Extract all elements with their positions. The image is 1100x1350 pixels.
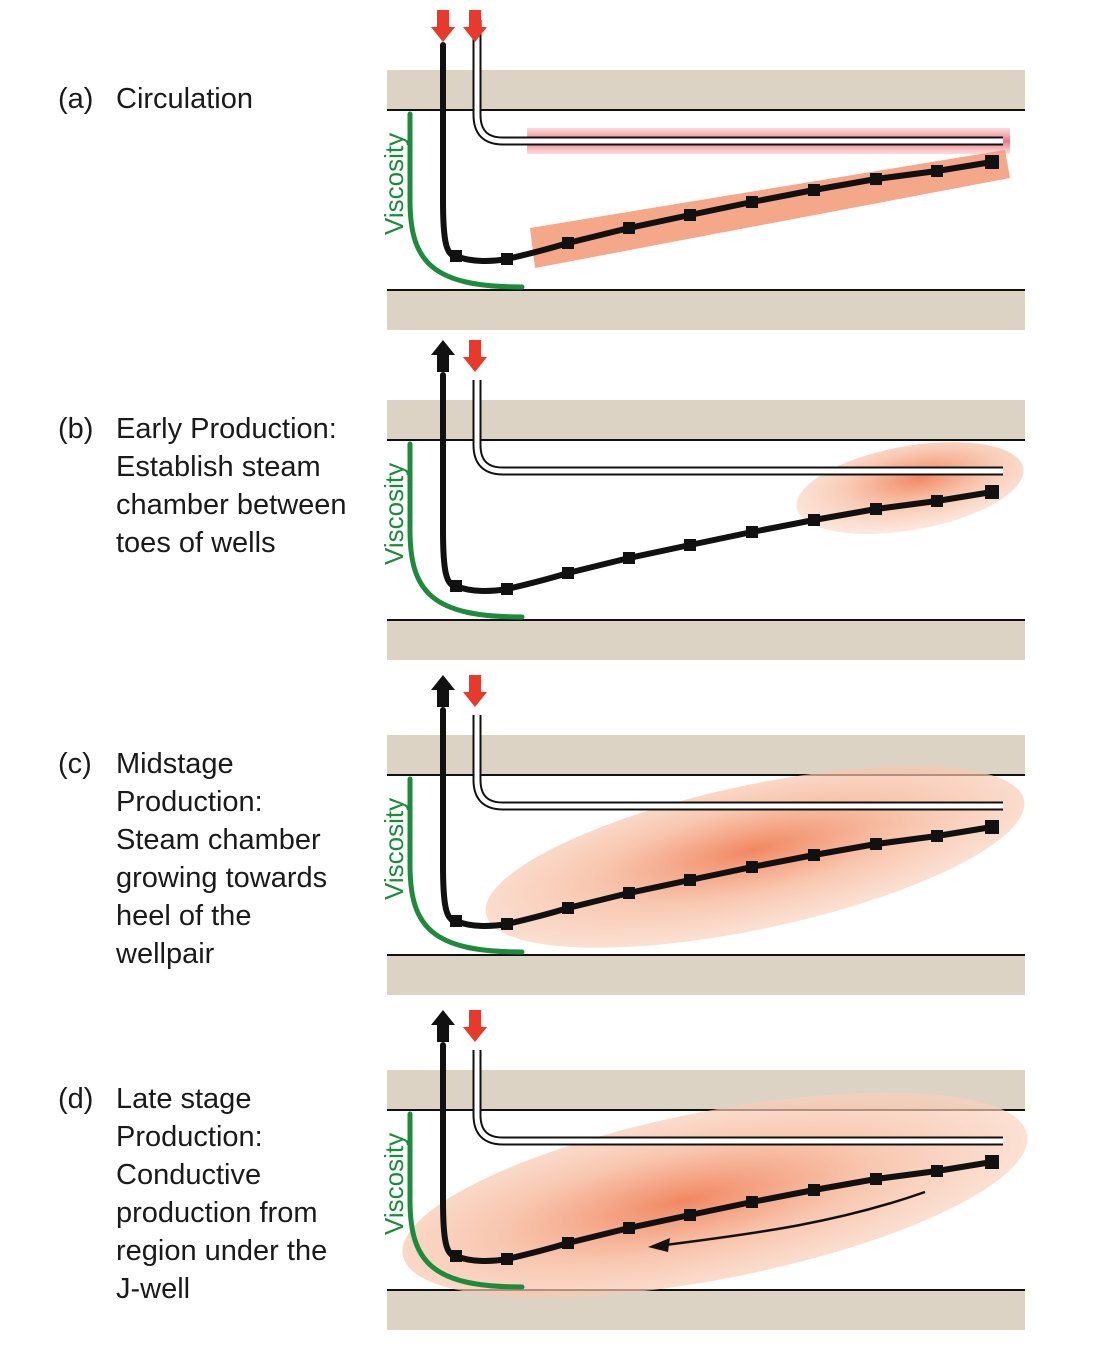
basement-layer <box>387 620 1025 660</box>
panel-tag: (b) <box>58 413 94 445</box>
basement-layer <box>387 955 1025 995</box>
producer-liner-nodes <box>450 1155 999 1265</box>
liner-node <box>870 838 882 850</box>
liner-node <box>870 503 882 515</box>
panel-graphic: Viscosity <box>379 10 1025 330</box>
panel-tag: (a) <box>58 83 94 115</box>
liner-node <box>562 902 574 914</box>
flow-arrowhead-icon <box>648 1238 670 1252</box>
liner-node <box>562 237 574 249</box>
liner-node <box>450 250 462 262</box>
arrow-down-icon <box>463 1010 487 1042</box>
liner-node <box>684 209 696 221</box>
panel-late-stage-production: (d) Late stage Production: Conductive pr… <box>0 1000 1100 1330</box>
arrow-down-icon <box>463 10 487 42</box>
arrow-up-icon <box>431 675 455 707</box>
liner-node <box>501 253 513 265</box>
basement-layer <box>387 1290 1025 1330</box>
panel-early-production: (b) Early Production: Establish steam ch… <box>0 330 1100 660</box>
viscosity-label: Viscosity <box>379 463 409 565</box>
liner-node <box>623 1222 635 1234</box>
liner-node <box>985 155 999 169</box>
panel-title: Circulation <box>116 83 253 115</box>
liner-node <box>746 1196 758 1208</box>
panel-label: (c) Midstage Production: Steam chamber g… <box>58 745 366 973</box>
arrow-down-icon <box>431 10 455 42</box>
viscosity-curve <box>407 441 525 620</box>
liner-node <box>450 580 462 592</box>
viscosity-label: Viscosity <box>379 133 409 235</box>
panel-tag: (d) <box>58 1083 94 1115</box>
caprock-layer <box>387 70 1025 110</box>
caprock-layer <box>387 400 1025 440</box>
liner-node <box>870 173 882 185</box>
producer-well <box>440 707 995 929</box>
producer-well <box>440 42 995 264</box>
arrow-down-icon <box>463 675 487 707</box>
liner-node <box>808 1184 820 1196</box>
arrow-down-icon <box>463 340 487 372</box>
liner-node <box>623 222 635 234</box>
producer-well <box>440 372 995 594</box>
injector-well-bore <box>474 20 1003 144</box>
liner-node <box>808 849 820 861</box>
producer-liner-nodes <box>450 155 999 265</box>
liner-node <box>808 184 820 196</box>
basement-layer <box>387 290 1025 330</box>
injector-well-bore <box>474 1050 1003 1144</box>
panel-label: (b) Early Production: Establish steam ch… <box>58 410 366 562</box>
liner-node <box>985 485 999 499</box>
liner-node <box>931 165 943 177</box>
viscosity-curve <box>407 776 525 955</box>
injector-well-bore <box>474 715 1003 809</box>
liner-node <box>746 861 758 873</box>
liner-node <box>450 1250 462 1262</box>
liner-node <box>931 1165 943 1177</box>
panel-title: Late stage Production: Conductive produc… <box>116 1083 328 1305</box>
liner-node <box>985 820 999 834</box>
liner-node <box>684 539 696 551</box>
liner-node <box>623 552 635 564</box>
arrow-up-icon <box>431 1010 455 1042</box>
panel-tag: (c) <box>58 748 92 780</box>
liner-node <box>746 196 758 208</box>
panel-title: Midstage Production: Steam chamber growi… <box>116 748 328 970</box>
liner-node <box>501 918 513 930</box>
liner-node <box>562 1237 574 1249</box>
producer-well <box>440 1042 995 1264</box>
viscosity-label: Viscosity <box>379 1133 409 1235</box>
liner-node <box>870 1173 882 1185</box>
producer-liner-nodes <box>450 485 999 595</box>
panel-title: Early Production: Establish steam chambe… <box>116 413 347 559</box>
liner-node <box>931 495 943 507</box>
liner-node <box>746 526 758 538</box>
liner-node <box>684 1209 696 1221</box>
panel-graphic: Viscosity <box>379 675 1025 995</box>
panel-graphic: Viscosity <box>379 1010 1028 1330</box>
flow-direction-arrow <box>664 1190 926 1247</box>
liner-node <box>562 567 574 579</box>
panel-label: (d) Late stage Production: Conductive pr… <box>58 1080 366 1308</box>
panel-midstage-production: (c) Midstage Production: Steam chamber g… <box>0 665 1100 995</box>
viscosity-curve <box>407 111 525 290</box>
panel-graphic: Viscosity <box>379 340 1025 660</box>
liner-node <box>931 830 943 842</box>
producer-liner-nodes <box>450 820 999 930</box>
injector-well-bore <box>474 380 1003 474</box>
liner-node <box>808 514 820 526</box>
liner-node <box>501 583 513 595</box>
steam-chamber <box>485 766 1025 948</box>
arrow-up-icon <box>431 340 455 372</box>
liner-node <box>985 1155 999 1169</box>
panel-label: (a) Circulation <box>58 80 366 118</box>
viscosity-label: Viscosity <box>379 798 409 900</box>
liner-node <box>501 1253 513 1265</box>
viscosity-curve <box>407 1111 525 1290</box>
liner-node <box>684 874 696 886</box>
liner-node <box>623 887 635 899</box>
liner-node <box>450 915 462 927</box>
panel-circulation: (a) Circulation <box>0 0 1100 330</box>
